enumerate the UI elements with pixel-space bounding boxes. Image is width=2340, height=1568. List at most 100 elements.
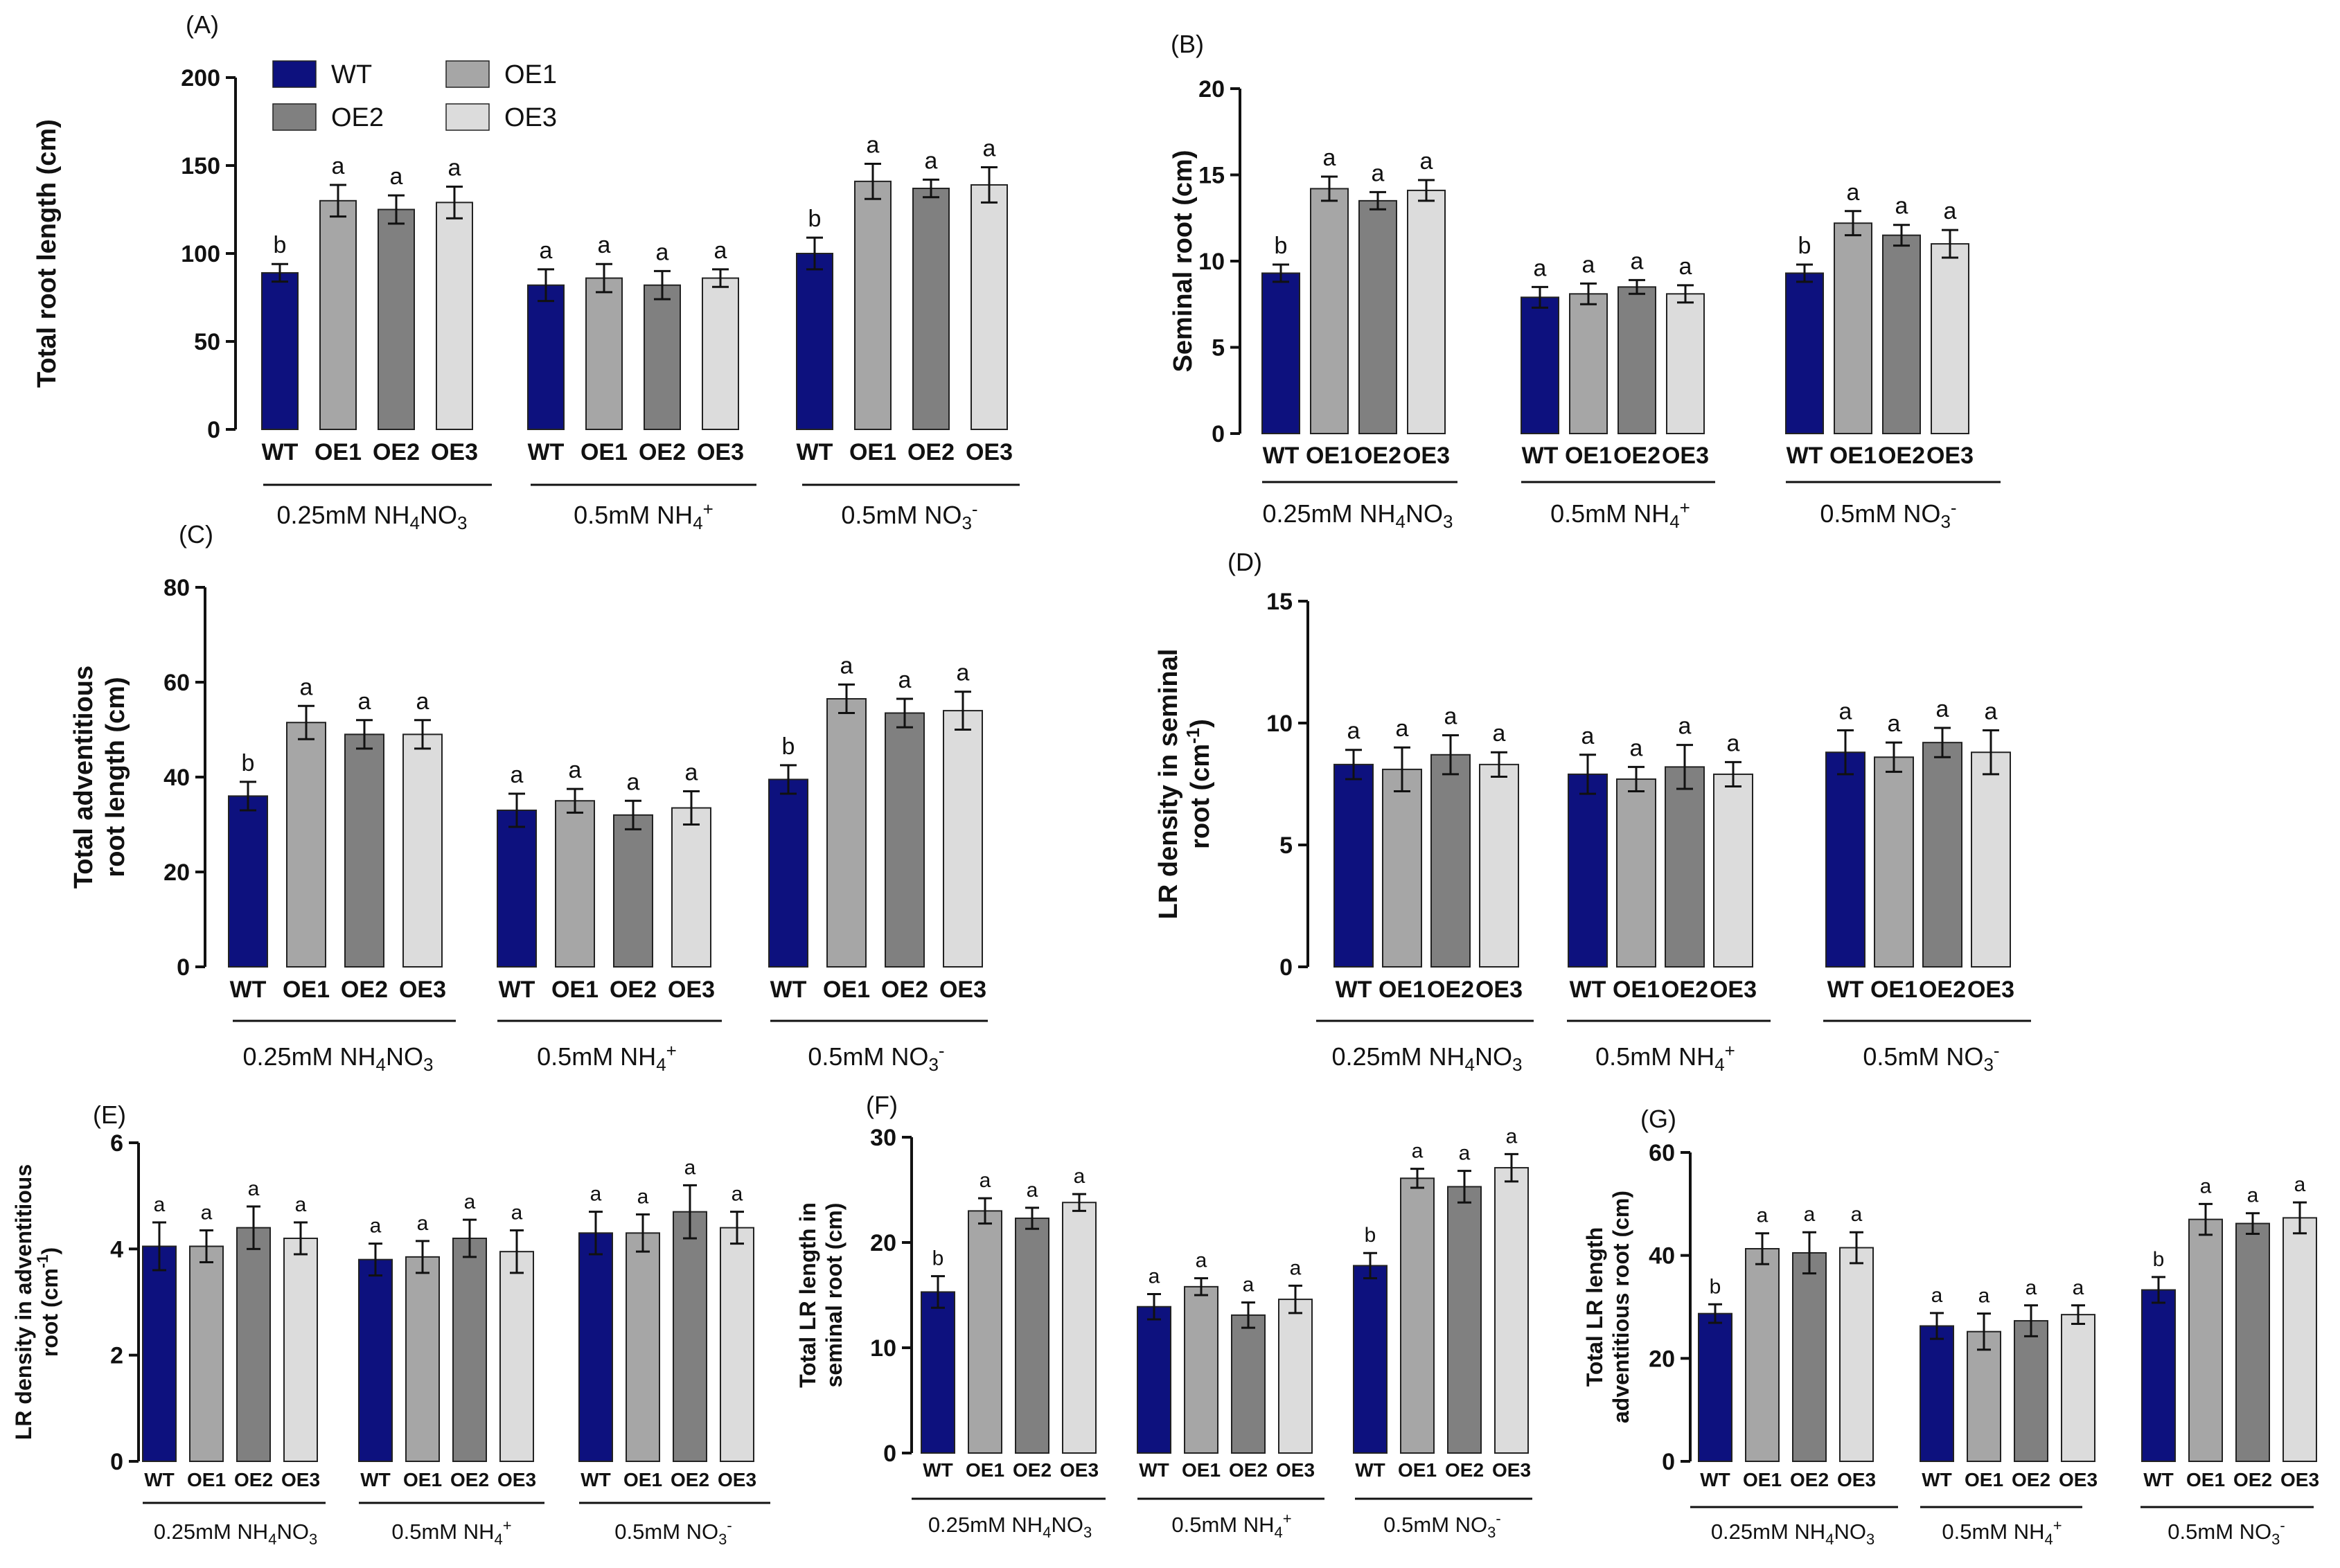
y-tick-label: 80: [163, 575, 190, 601]
category-label: OE1: [1870, 977, 1917, 1003]
y-tick-label: 20: [1649, 1346, 1675, 1372]
significance-label: b: [808, 206, 822, 232]
bar-oe3: [671, 807, 711, 968]
significance-label: a: [1895, 193, 1908, 220]
bar-oe1: [286, 722, 326, 968]
bar-oe3: [970, 184, 1008, 430]
category-label: WT: [1336, 977, 1372, 1003]
category-label: WT: [1787, 443, 1823, 469]
category-label: OE1: [1398, 1459, 1437, 1481]
significance-label: a: [1444, 704, 1457, 730]
y-tick-label: 5: [1212, 335, 1225, 362]
bar-oe2: [378, 208, 415, 430]
group-label-1: 0.5mM NH4+: [1595, 1040, 1735, 1075]
y-tick-label: 0: [1662, 1449, 1675, 1475]
bar-oe1: [1310, 188, 1349, 434]
category-label: WT: [1570, 977, 1606, 1003]
y-tick-label: 150: [181, 153, 220, 179]
bar-wt: [142, 1245, 177, 1462]
category-label: WT: [1922, 1469, 1952, 1490]
significance-label: a: [1985, 699, 1998, 725]
bar-oe1: [1382, 768, 1422, 968]
group-label-0: 0.25mM NH4NO3: [243, 1042, 434, 1075]
significance-label: b: [274, 232, 287, 258]
chart-panel-e: (E) LR density in adventitiousroot (cm-1)…: [11, 1101, 770, 1548]
y-tick-label: 0: [177, 954, 190, 981]
category-label: OE3: [1060, 1459, 1099, 1481]
category-label: OE2: [2233, 1469, 2272, 1490]
bar-oe1: [555, 800, 595, 968]
category-label: OE1: [1829, 443, 1877, 469]
category-label: OE3: [1926, 443, 1974, 469]
significance-label: a: [1323, 145, 1336, 171]
bar-oe1: [626, 1232, 660, 1463]
bar-oe2: [236, 1227, 271, 1462]
group-label-1: 0.5mM NH4+: [1942, 1517, 2062, 1548]
category-label: OE2: [373, 439, 420, 465]
y-tick-label: 10: [1198, 249, 1225, 275]
category-label: OE1: [1965, 1469, 2003, 1490]
bar-oe1: [405, 1256, 440, 1463]
significance-label: a: [1839, 699, 1852, 725]
group-label-1: 0.5mM NH4+: [1171, 1510, 1291, 1541]
significance-label: b: [932, 1247, 944, 1270]
significance-label: a: [1412, 1140, 1424, 1163]
bar-wt: [796, 253, 833, 430]
category-label: OE3: [1475, 977, 1523, 1003]
significance-label: a: [714, 238, 727, 264]
panel-label: (D): [1227, 548, 1262, 576]
category-label: OE2: [881, 977, 928, 1003]
significance-label: a: [980, 1169, 991, 1192]
bar-oe3: [720, 1227, 754, 1462]
significance-label: a: [1027, 1179, 1038, 1202]
bar-oe2: [912, 188, 950, 430]
category-label: OE3: [1710, 977, 1757, 1003]
y-axis-label: Total LR lengthadventitious root (cm): [1582, 1191, 1633, 1423]
y-axis-label: Total LR length inseminal root (cm): [795, 1202, 847, 1388]
significance-label: a: [1493, 720, 1506, 747]
y-tick-label: 6: [110, 1130, 123, 1157]
y-tick-label: 40: [163, 765, 190, 791]
legend-swatch-oe1: [445, 60, 490, 88]
y-tick-label: 20: [1198, 76, 1225, 103]
significance-label: a: [540, 238, 553, 264]
category-label: OE1: [403, 1469, 442, 1490]
category-label: OE3: [1662, 443, 1709, 469]
legend-label-oe2: OE2: [331, 103, 384, 132]
bar-oe3: [2061, 1314, 2095, 1463]
category-label: OE3: [399, 977, 446, 1003]
legend-swatch-oe2: [272, 103, 317, 131]
bar-oe2: [673, 1211, 707, 1462]
legend-label-wt: WT: [331, 60, 372, 89]
significance-label: a: [295, 1193, 307, 1216]
significance-label: a: [1679, 253, 1692, 280]
category-label: OE2: [610, 977, 657, 1003]
bar-oe3: [702, 277, 739, 430]
category-label: OE1: [849, 439, 896, 465]
category-label: OE1: [1613, 977, 1660, 1003]
bar-wt: [1920, 1325, 1954, 1462]
bar-wt: [1568, 773, 1608, 968]
y-tick-label: 10: [870, 1335, 896, 1362]
category-label: WT: [797, 439, 833, 465]
bar-oe1: [1569, 293, 1608, 434]
bar-oe1: [968, 1210, 1002, 1454]
panel-label: (F): [866, 1091, 898, 1119]
chart-panel-d: (D) LR density in seminal root (cm-1) 0 5 10 1…: [1154, 548, 2031, 1075]
significance-label: a: [358, 688, 371, 715]
bar-oe2: [1617, 286, 1656, 434]
bar-oe3: [2283, 1217, 2317, 1462]
significance-label: a: [2294, 1173, 2306, 1196]
significance-label: a: [684, 1156, 696, 1179]
bar-oe3: [943, 710, 983, 968]
bar-oe3: [1494, 1167, 1529, 1454]
significance-label: b: [1365, 1224, 1376, 1247]
chart-panel-f: (F) Total LR length inseminal root (cm) 0 1…: [795, 1091, 1532, 1541]
group-label-2: 0.5mM NO3-: [614, 1517, 732, 1548]
bar-wt: [527, 284, 565, 430]
bar-oe3: [1407, 189, 1446, 434]
category-label: OE3: [668, 977, 715, 1003]
category-label: OE2: [1013, 1459, 1052, 1481]
bar-wt: [578, 1232, 613, 1463]
